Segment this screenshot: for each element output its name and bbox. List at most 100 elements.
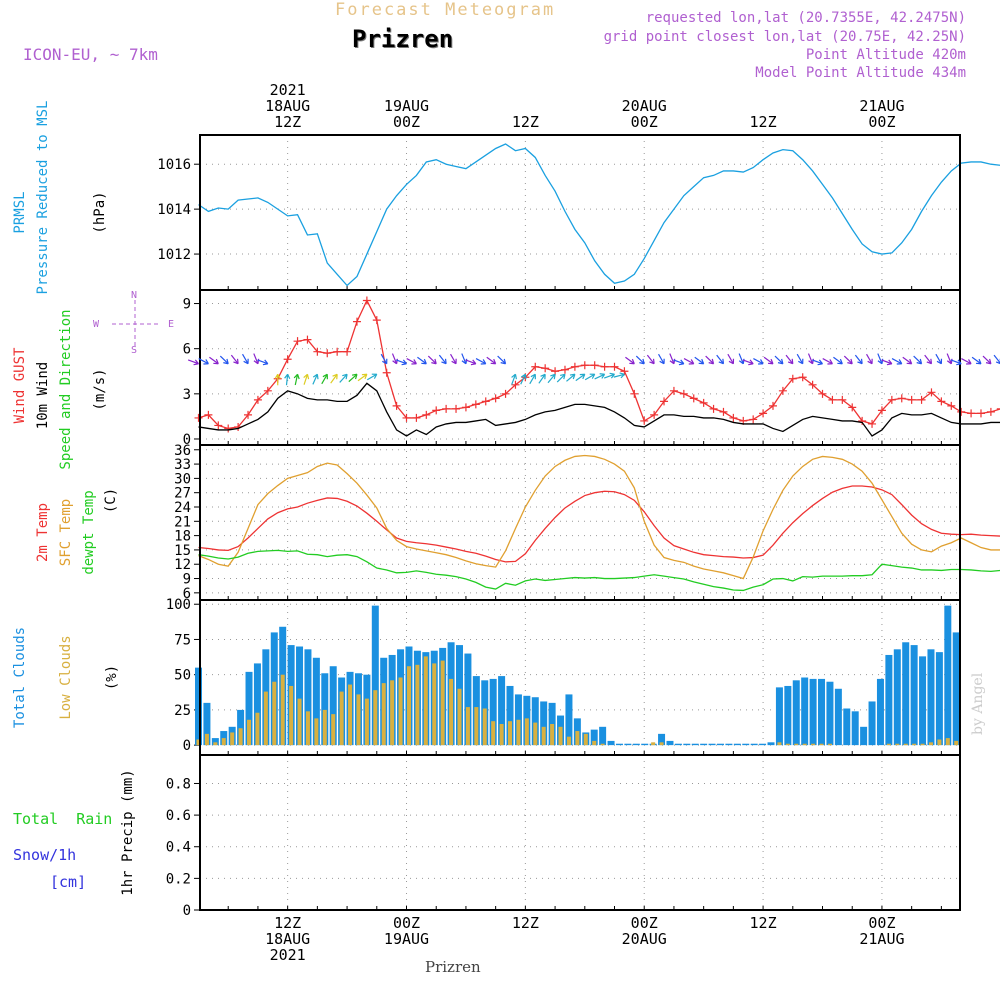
bar-low-clouds: [550, 724, 554, 745]
bar-total-clouds: [624, 744, 631, 745]
bar-low-clouds: [895, 744, 899, 745]
gust-point: [898, 394, 906, 402]
bar-total-clouds: [927, 649, 934, 745]
gust-point: [383, 369, 391, 377]
bar-total-clouds: [818, 679, 825, 745]
bar-low-clouds: [777, 742, 781, 745]
panel-ylabel-3: Total Clouds Low Clouds (%): [12, 627, 120, 728]
bar-low-clouds: [567, 737, 571, 745]
bar-total-clouds: [709, 744, 716, 745]
model-altitude: Model Point Altitude 434m: [755, 65, 966, 82]
footer-location: Prizren: [425, 958, 481, 976]
panel-ylabel-4: 1hr Precip (mm): [120, 769, 136, 895]
bar-low-clouds: [575, 731, 579, 745]
bar-low-clouds: [239, 728, 243, 745]
gust-point: [452, 405, 460, 413]
bar-low-clouds: [954, 741, 958, 745]
bar-total-clouds: [843, 709, 850, 746]
precip-rain-label: Total Rain: [13, 810, 112, 828]
compass-north: N: [131, 290, 137, 301]
bar-low-clouds: [298, 699, 302, 746]
y-tick-label: 1014: [157, 202, 191, 218]
gust-point: [571, 363, 579, 371]
y-axis-label: dewpt Temp: [81, 490, 97, 574]
y-axis-label: Pressure Reduced to MSL: [35, 101, 51, 295]
bar-low-clouds: [483, 709, 487, 746]
y-tick-label: 9: [183, 572, 191, 588]
precip-snow-unit: [cm]: [50, 873, 86, 891]
bar-low-clouds: [289, 686, 293, 745]
bar-total-clouds: [599, 727, 606, 745]
bar-low-clouds: [340, 692, 344, 746]
gust-point: [462, 403, 470, 411]
bar-total-clouds: [793, 680, 800, 745]
panel-frame: [200, 755, 960, 910]
gust-point: [551, 367, 559, 375]
compass-south: S: [131, 345, 137, 356]
gust-point: [947, 402, 955, 410]
y-axis-unit: (%): [104, 665, 120, 690]
panel-ylabel-0: PRMSL Pressure Reduced to MSL (hPa): [12, 101, 108, 295]
y-tick-label: 9: [183, 297, 191, 313]
y-tick-label: 25: [174, 703, 191, 719]
gust-point: [630, 390, 638, 398]
gust-point: [373, 316, 381, 324]
gust-point: [412, 414, 420, 422]
top-time-label: 00Z: [868, 113, 895, 131]
y-tick-label: 0: [183, 738, 191, 754]
series-line-sfc-temp: [199, 455, 1000, 578]
top-time-label: 12Z: [512, 113, 539, 131]
gust-point: [680, 390, 688, 398]
y-axis-label: PRMSL: [12, 191, 28, 233]
location-title: Prizren: [352, 24, 453, 54]
bar-total-clouds: [835, 689, 842, 745]
gust-point: [482, 397, 490, 405]
y-axis-unit: (hPa): [92, 191, 108, 233]
bar-low-clouds: [525, 718, 529, 745]
y-axis-label: Total Clouds: [12, 627, 28, 728]
y-axis-label: Low Clouds: [58, 635, 74, 719]
gust-point: [957, 408, 965, 416]
gust-point: [442, 405, 450, 413]
bar-total-clouds: [852, 711, 859, 745]
bar-low-clouds: [584, 734, 588, 745]
precip-snow-label: Snow/1h: [13, 846, 76, 864]
gust-point: [967, 409, 975, 417]
bar-low-clouds: [651, 742, 655, 745]
gust-point: [591, 361, 599, 369]
y-axis-unit: (m/s): [92, 368, 108, 410]
bar-low-clouds: [803, 744, 807, 745]
bottom-time-label: 12Z: [750, 914, 777, 932]
y-tick-label: 0.6: [166, 808, 191, 824]
bar-total-clouds: [869, 701, 876, 745]
bottom-time-label: 20AUG: [622, 930, 667, 948]
bar-low-clouds: [559, 727, 563, 745]
point-altitude: Point Altitude 420m: [806, 47, 966, 64]
bar-low-clouds: [222, 738, 226, 745]
bar-low-clouds: [306, 711, 310, 745]
bar-low-clouds: [474, 707, 478, 745]
bar-total-clouds: [725, 744, 732, 745]
series-line-dewpt-temp: [199, 550, 1000, 590]
bar-total-clouds: [692, 744, 699, 745]
bar-total-clouds: [717, 744, 724, 745]
gust-point: [333, 348, 341, 356]
bar-low-clouds: [213, 742, 217, 745]
series-line-10m-wind: [199, 383, 1000, 436]
y-tick-label: 1012: [157, 247, 191, 263]
bar-total-clouds: [751, 744, 758, 745]
gust-point: [719, 408, 727, 416]
bar-low-clouds: [508, 721, 512, 745]
y-tick-label: 0.2: [166, 871, 191, 887]
bar-total-clouds: [944, 606, 951, 746]
gust-point: [561, 366, 569, 374]
panel-frame: [200, 290, 960, 445]
bar-low-clouds: [466, 707, 470, 745]
bar-total-clouds: [885, 655, 892, 745]
bar-total-clouds: [641, 744, 648, 745]
bar-low-clouds: [432, 663, 436, 745]
bar-low-clouds: [820, 744, 824, 745]
bar-low-clouds: [441, 661, 445, 746]
